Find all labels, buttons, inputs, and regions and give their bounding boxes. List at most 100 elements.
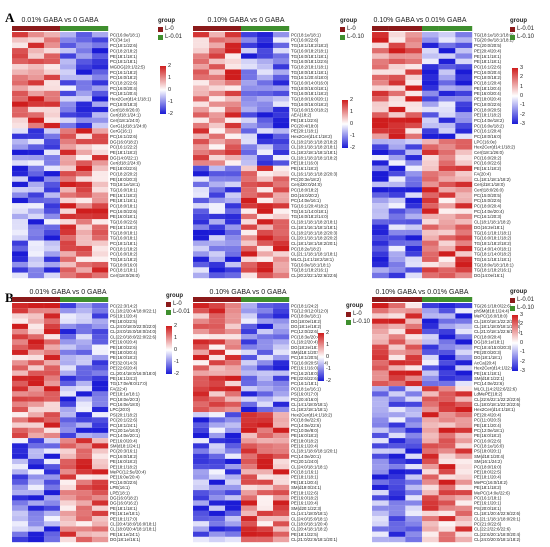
heatmap-cell xyxy=(371,165,389,172)
heatmap-cell xyxy=(43,96,61,102)
row-label: PC(14:0e/20:4) xyxy=(474,209,504,214)
heatmap-cell xyxy=(388,154,406,161)
legend-swatch-l0 xyxy=(346,312,351,317)
heatmap-cell xyxy=(405,375,423,382)
row-label: CL(18:1/20:4/22:6/22:6) xyxy=(474,511,521,516)
heatmap-cell xyxy=(256,101,274,108)
heatmap-cell xyxy=(91,235,109,241)
heatmap-cell xyxy=(59,144,77,150)
heatmap-cell xyxy=(240,106,258,113)
heatmap-cell xyxy=(43,37,61,43)
heatmap-cell xyxy=(240,31,258,38)
heatmap-cell xyxy=(388,245,406,252)
heatmap-cell xyxy=(11,160,29,166)
heatmap-cell xyxy=(240,112,258,118)
color-scale-tick: -1 xyxy=(520,102,525,109)
heatmap-cell xyxy=(224,160,242,166)
heatmap-cell xyxy=(272,427,290,434)
row-label: MLCL(14:1/18:2/18:1) xyxy=(291,257,334,262)
heatmap-cell xyxy=(371,219,389,225)
heatmap-cell xyxy=(27,344,45,351)
heatmap-cell xyxy=(59,334,77,340)
heatmap-cell xyxy=(421,122,439,129)
heatmap-cell xyxy=(208,63,226,70)
heatmap-cell xyxy=(43,31,61,38)
heatmap-cell xyxy=(27,122,45,129)
heatmap-cell xyxy=(421,186,439,193)
heatmap-cell xyxy=(224,192,242,199)
heatmap-cell xyxy=(405,128,423,134)
heatmap-cell xyxy=(27,251,45,257)
heatmap-cell xyxy=(192,360,210,366)
heatmap-cell xyxy=(405,521,423,527)
heatmap-cell xyxy=(59,479,77,486)
row-label: CL(22:0/18:0/22:0/22:6) xyxy=(110,334,157,339)
heatmap-cell xyxy=(75,334,93,340)
heatmap-cell xyxy=(438,328,456,335)
heatmap-cell xyxy=(11,406,29,413)
heatmap-cell xyxy=(272,128,290,134)
heatmap-cell xyxy=(43,484,61,491)
heatmap-cell xyxy=(438,176,456,183)
heatmap-cell xyxy=(11,101,29,108)
heatmap-cell xyxy=(421,203,439,209)
heatmap-cell xyxy=(192,489,210,496)
row-label: PC(16:1/22:6) xyxy=(474,64,502,69)
row-label: PC(22:3/14:2) xyxy=(110,303,138,308)
group-bar-cell xyxy=(405,26,423,31)
heatmap-cell xyxy=(405,479,423,486)
heatmap-cell xyxy=(43,505,61,512)
heatmap-cell xyxy=(11,128,29,134)
heatmap-cell xyxy=(371,224,389,231)
heatmap-cell xyxy=(208,58,226,65)
heatmap-cell xyxy=(91,453,109,460)
heatmap-cell xyxy=(371,365,389,371)
heatmap-cell xyxy=(75,154,93,161)
heatmap-cell xyxy=(59,339,77,345)
heatmap-cell xyxy=(91,138,109,145)
heatmap-cell xyxy=(59,37,77,43)
heatmap-cell xyxy=(91,380,109,387)
row-label: PC(16:2/18:0) xyxy=(291,371,319,376)
heatmap-cell xyxy=(75,531,93,538)
heatmap-cell xyxy=(208,251,226,257)
heatmap-cell xyxy=(371,229,389,236)
heatmap-cell xyxy=(208,510,226,517)
heatmap-cell xyxy=(405,302,423,309)
heatmap-cell xyxy=(192,313,210,319)
heatmap-cell xyxy=(421,380,439,387)
heatmap-cell xyxy=(75,42,93,49)
heatmap-cell xyxy=(208,229,226,236)
heatmap-cell xyxy=(224,197,242,204)
row-label: TG(16:1/20:4/18:0) xyxy=(291,75,329,80)
heatmap-cell xyxy=(256,165,274,172)
row-label: PE(18:0/20:4) xyxy=(110,350,138,355)
row-label: PE(18:1/18:2) xyxy=(474,485,502,490)
row-label: CL(14:1/18:0/18:1) xyxy=(291,402,328,407)
heatmap-cell xyxy=(272,370,290,377)
heatmap-cell xyxy=(240,80,258,86)
color-scale-tick: 2 xyxy=(520,321,524,328)
heatmap-cell xyxy=(224,149,242,156)
row-label: PE(18:1/22:6) xyxy=(291,490,319,495)
heatmap-cell xyxy=(43,224,61,231)
heatmap-cell xyxy=(59,396,77,403)
row-label: PE(16:0e/20:4) xyxy=(110,475,140,480)
heatmap-cell xyxy=(75,453,93,460)
heatmap-cell xyxy=(208,154,226,161)
heatmap-cell xyxy=(208,474,226,480)
legend-title: group xyxy=(346,303,363,309)
heatmap-cell xyxy=(421,96,439,102)
row-label: CL(24:0/20:0/18:1/18:2) xyxy=(474,537,521,542)
heatmap-cell xyxy=(455,318,473,325)
row-label: CerG1(d18:1/24:0) xyxy=(110,123,147,128)
heatmap-cell xyxy=(371,112,389,118)
heatmap-cell xyxy=(43,101,61,108)
heatmap-cell xyxy=(256,313,274,319)
row-label: TG(18:1/18:2) xyxy=(110,257,138,262)
heatmap-cell xyxy=(438,229,456,236)
row-label: TG(16:0/16:0/18:2) xyxy=(291,102,329,107)
heatmap-cell xyxy=(208,181,226,188)
heatmap-cell xyxy=(421,339,439,345)
heatmap-cell xyxy=(388,192,406,199)
